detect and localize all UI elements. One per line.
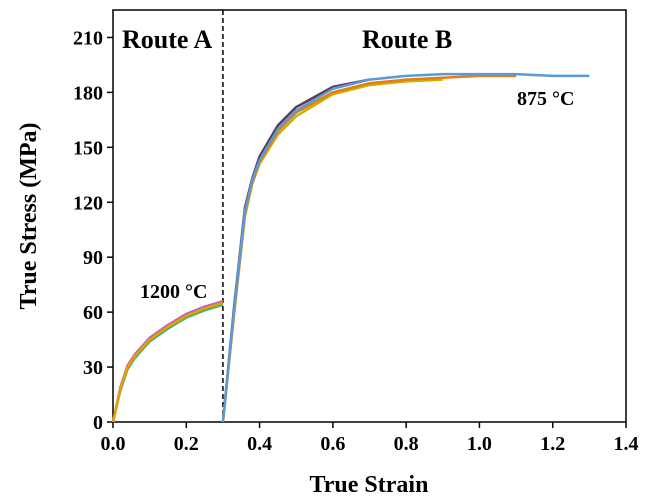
y-tick-label: 180 (73, 82, 103, 104)
y-tick-label: 60 (83, 302, 103, 324)
x-tick-label: 1.2 (540, 433, 565, 455)
plot-frame (112, 9, 627, 423)
series-line (221, 78, 370, 423)
y-tick-label: 150 (73, 137, 103, 159)
y-axis-title: True Stress (MPa) (16, 122, 42, 309)
series-line (111, 301, 224, 423)
y-tick-label: 120 (73, 192, 103, 214)
series-line (221, 78, 443, 423)
y-tick-label: 30 (83, 357, 103, 379)
series-line (221, 72, 590, 423)
x-tick-label: 0.8 (394, 433, 419, 455)
annotation: 1200 °C (140, 281, 207, 303)
x-tick-label: 0.6 (320, 433, 345, 455)
y-tick-label: 90 (83, 247, 103, 269)
annotation: 875 °C (517, 88, 574, 110)
x-tick-label: 0.0 (101, 433, 126, 455)
y-tick-label: 210 (73, 27, 103, 49)
x-tick-label: 1.0 (467, 433, 492, 455)
annotation: Route B (362, 25, 452, 54)
annotation: Route A (122, 25, 213, 54)
x-axis-title: True Strain (310, 472, 429, 498)
y-tick-label: 0 (93, 412, 103, 434)
x-tick-label: 1.4 (614, 433, 639, 455)
series-line (111, 299, 224, 423)
x-tick-label: 0.4 (247, 433, 272, 455)
x-tick-label: 0.2 (174, 433, 199, 455)
series-line (221, 74, 517, 423)
